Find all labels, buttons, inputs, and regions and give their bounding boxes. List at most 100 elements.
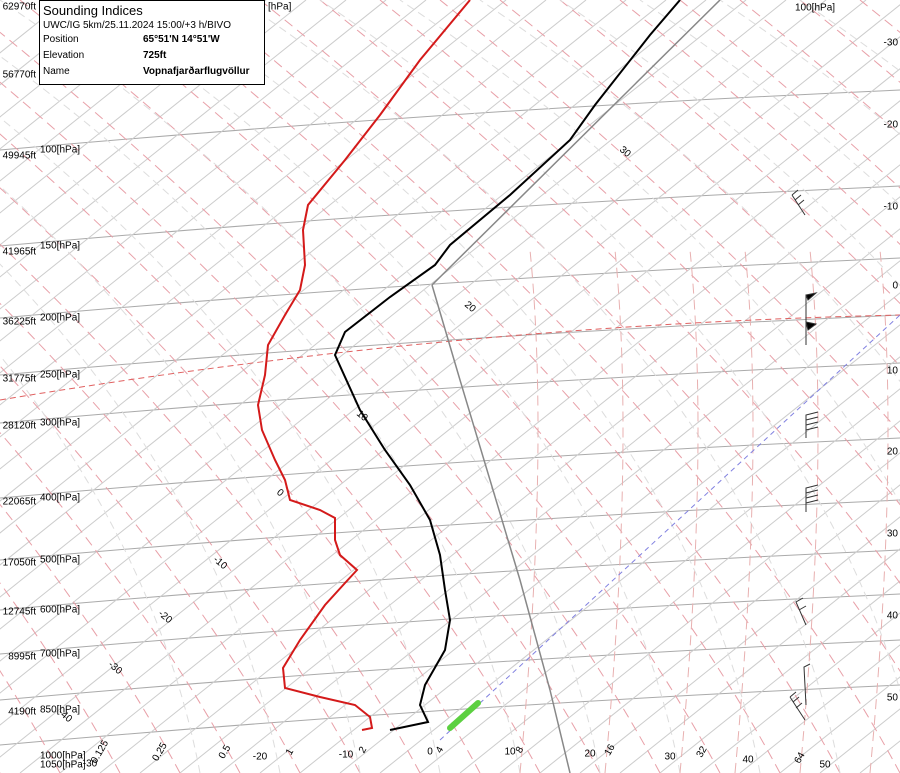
- temperature-label: 10: [887, 366, 899, 377]
- isobar: [0, 684, 900, 746]
- altitude-label: 62970ft: [3, 2, 37, 13]
- bottom-label: -10: [339, 750, 354, 761]
- dry-adiabat: [0, 81, 601, 773]
- isotherm: [0, 0, 507, 406]
- info-key: Position: [43, 33, 79, 45]
- isotherm: [0, 0, 787, 630]
- dry-adiabat: [619, 0, 900, 246]
- moist-adiabat: [319, 0, 900, 693]
- dry-adiabat: [0, 133, 541, 773]
- altitude-label: 8995ft: [8, 652, 36, 663]
- isobar: [0, 639, 900, 701]
- altitude-label: 31775ft: [3, 374, 37, 385]
- isotherm: [0, 0, 627, 502]
- isotherm: [19, 68, 900, 773]
- pressure-label: 300[hPa]: [40, 418, 80, 429]
- isotherm: [379, 356, 900, 773]
- pressure-label: 1050[hPa]: [40, 760, 86, 771]
- moist-adiabat: [0, 0, 601, 773]
- bottom-label: 64: [793, 750, 808, 766]
- pressure-label: 100[hPa]: [795, 3, 835, 14]
- dry-adiabat: [319, 0, 900, 585]
- pressure-label: 150[hPa]: [40, 241, 80, 252]
- altitude-label: 28120ft: [3, 421, 37, 432]
- isotherm: [0, 0, 547, 438]
- mixing-ratio: [734, 249, 754, 773]
- isotherm: [99, 132, 900, 773]
- info-row: Position 65°51'N 14°51'W: [43, 31, 261, 47]
- isotherm: [219, 228, 900, 773]
- info-value: Vopnafjarðarflugvöllur: [143, 65, 250, 77]
- altitude-label: 17050ft: [3, 558, 37, 569]
- isotherm: [0, 0, 427, 342]
- info-run: UWC/IG 5km/25.11.2024 15:00/+3 h/BIVO: [43, 20, 231, 31]
- pressure-label: 850[hPa]: [40, 705, 80, 716]
- isotherm: [0, 0, 387, 310]
- bottom-label: -20: [253, 752, 268, 763]
- altitude-label: 4190ft: [8, 707, 36, 718]
- dry-adiabat: [199, 0, 900, 773]
- mixing-ratio: [604, 249, 624, 773]
- pressure-label: 200[hPa]: [40, 313, 80, 324]
- temperature-label: 20: [887, 447, 899, 458]
- bottom-label: 40: [742, 755, 754, 766]
- pressure-label: [hPa]: [268, 2, 292, 13]
- dry-adiabat: [0, 302, 361, 773]
- isotherm: [0, 0, 587, 470]
- info-title: Sounding Indices: [43, 3, 143, 18]
- moist-adiabat: [239, 0, 841, 773]
- dry-adiabat: [259, 0, 900, 672]
- isotherm: [259, 260, 900, 773]
- dry-adiabat: [0, 187, 481, 773]
- dry-adiabat: [0, 431, 241, 773]
- surface-parcel: [447, 700, 481, 731]
- temperature-curve: [333, 0, 681, 731]
- temperature-label: -10: [884, 202, 899, 213]
- isotherm: [419, 388, 900, 773]
- isobar: [0, 362, 900, 424]
- isobar: [0, 437, 900, 499]
- isotherm: [0, 0, 227, 182]
- wind-barbs: [789, 189, 819, 721]
- dry-adiabat: [739, 0, 900, 135]
- pressure-label: 700[hPa]: [40, 649, 80, 660]
- dry-adiabat: [379, 0, 900, 506]
- pressure-label: 400[hPa]: [40, 493, 80, 504]
- info-value: 65°51'N 14°51'W: [143, 33, 220, 45]
- isotherm: [499, 452, 900, 773]
- isotherm: [0, 0, 307, 246]
- temperature-label: 40: [887, 611, 899, 622]
- temperature-label: -30: [884, 38, 899, 49]
- bottom-label: 1: [284, 747, 297, 758]
- isotherm-label: 0: [274, 487, 286, 499]
- info-row: Elevation 725ft: [43, 47, 261, 63]
- bottom-label: 4: [434, 745, 447, 756]
- isotherm: [299, 292, 900, 773]
- bottom-label: 8: [514, 745, 527, 756]
- pressure-label: 600[hPa]: [40, 605, 80, 616]
- isotherm: [0, 0, 747, 598]
- bottom-label: 2: [357, 745, 370, 756]
- info-key: Name: [43, 65, 70, 77]
- bottom-label: 32: [695, 744, 710, 760]
- moist-adiabat: [719, 0, 900, 135]
- isotherm-label: 30: [617, 144, 633, 160]
- isotherm: [0, 0, 267, 214]
- info-value: 725ft: [143, 49, 167, 61]
- isotherm: [619, 548, 900, 773]
- bottom-label: 10: [504, 747, 516, 758]
- temperature-label: 0: [892, 281, 898, 292]
- bottom-label: 0.5: [217, 743, 234, 761]
- isotherm: [579, 516, 900, 773]
- isotherm: [659, 580, 900, 773]
- isobar: [0, 89, 900, 151]
- isotherm-label: -30: [106, 659, 124, 677]
- pressure-label: 250[hPa]: [40, 370, 80, 381]
- pressure-label: 500[hPa]: [40, 555, 80, 566]
- altitude-label: 49945ft: [3, 151, 37, 162]
- isobar: [0, 549, 900, 611]
- mixing-ratio: [519, 249, 539, 773]
